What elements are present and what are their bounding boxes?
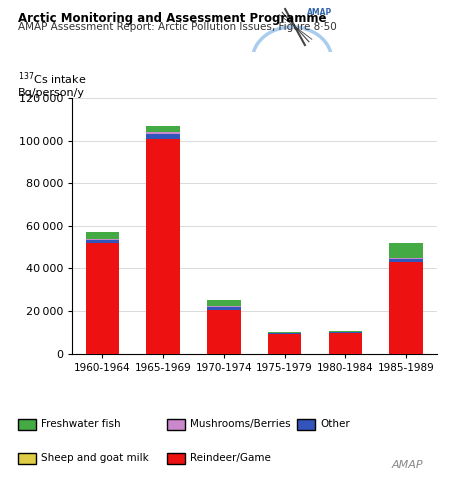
Text: $^{137}$Cs intake: $^{137}$Cs intake (18, 71, 86, 87)
Text: Mushrooms/Berries: Mushrooms/Berries (190, 419, 291, 429)
Bar (389, 243, 423, 258)
Bar (389, 259, 423, 262)
Bar (207, 307, 241, 310)
Text: Bq/person/y: Bq/person/y (18, 88, 85, 98)
Bar (146, 138, 180, 354)
Bar (146, 135, 180, 138)
Bar (389, 262, 423, 354)
Bar (86, 243, 119, 354)
Bar (207, 310, 241, 354)
Text: Reindeer/Game: Reindeer/Game (190, 453, 271, 463)
Bar (328, 331, 362, 332)
Bar (268, 333, 302, 334)
Text: Other: Other (320, 419, 350, 429)
Text: AMAP Assessment Report: Arctic Pollution Issues, Figure 8·50: AMAP Assessment Report: Arctic Pollution… (18, 22, 337, 32)
Bar (207, 300, 241, 305)
Bar (86, 239, 119, 240)
Text: Arctic Monitoring and Assessment Programme: Arctic Monitoring and Assessment Program… (18, 12, 327, 25)
Text: AMAP: AMAP (392, 461, 423, 470)
Text: AMAP: AMAP (307, 8, 332, 17)
Bar (268, 332, 302, 333)
Bar (389, 258, 423, 259)
Bar (146, 132, 180, 135)
Bar (86, 240, 119, 243)
Bar (86, 232, 119, 239)
Bar (146, 126, 180, 132)
Bar (207, 305, 241, 307)
Bar (268, 334, 302, 354)
Bar (328, 332, 362, 333)
Text: Freshwater fish: Freshwater fish (41, 419, 121, 429)
Text: Sheep and goat milk: Sheep and goat milk (41, 453, 149, 463)
Bar (328, 333, 362, 354)
